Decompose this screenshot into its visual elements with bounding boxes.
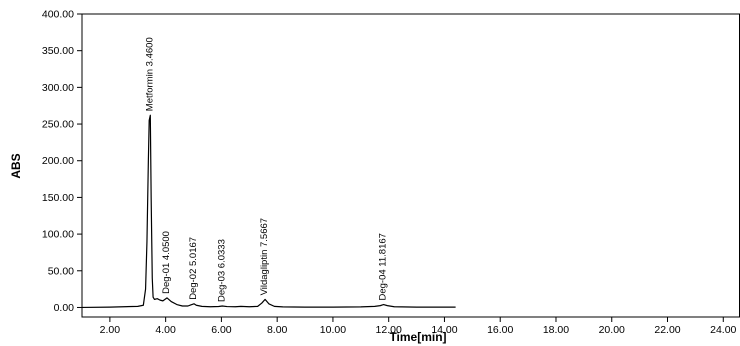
x-axis-title: Time[min] xyxy=(389,330,446,344)
x-tick-label: 16.00 xyxy=(487,324,513,336)
y-tick-label: 50.00 xyxy=(48,265,74,277)
x-tick-label: 8.00 xyxy=(267,324,288,336)
x-tick-label: 10.00 xyxy=(320,324,346,336)
y-axis-title: ABS xyxy=(9,153,23,178)
peak-label: Deg-03 6.0333 xyxy=(216,239,227,302)
peak-label: Deg-04 11.8167 xyxy=(378,233,389,300)
y-tick-label: 400.00 xyxy=(42,9,74,21)
x-tick-label: 4.00 xyxy=(155,324,176,336)
chromatogram-trace xyxy=(81,114,456,309)
y-tick-label: 150.00 xyxy=(42,192,74,204)
y-tick-label: 250.00 xyxy=(42,119,74,131)
y-tick-label: 0.00 xyxy=(54,302,75,314)
y-tick-label: 300.00 xyxy=(42,82,74,94)
y-tick-label: 200.00 xyxy=(42,155,74,167)
x-tick-label: 24.00 xyxy=(710,324,736,336)
y-tick-label: 350.00 xyxy=(42,45,74,57)
x-tick-label: 20.00 xyxy=(599,324,625,336)
x-tick-label: 12.00 xyxy=(376,324,402,336)
y-tick-label: 100.00 xyxy=(42,229,74,241)
x-tick-label: 6.00 xyxy=(211,324,232,336)
peak-label: Deg-01 4.0500 xyxy=(161,231,172,294)
x-tick-label: 22.00 xyxy=(654,324,680,336)
x-tick-label: 14.00 xyxy=(431,324,457,336)
plot-frame xyxy=(81,13,740,318)
peak-label: Metformin 3.4600 xyxy=(145,37,156,111)
peak-label: Vildagliptin 7.5667 xyxy=(259,218,270,295)
peak-label: Deg-02 5.0167 xyxy=(188,237,199,300)
x-tick-label: 2.00 xyxy=(100,324,121,336)
x-tick-label: 18.00 xyxy=(543,324,569,336)
